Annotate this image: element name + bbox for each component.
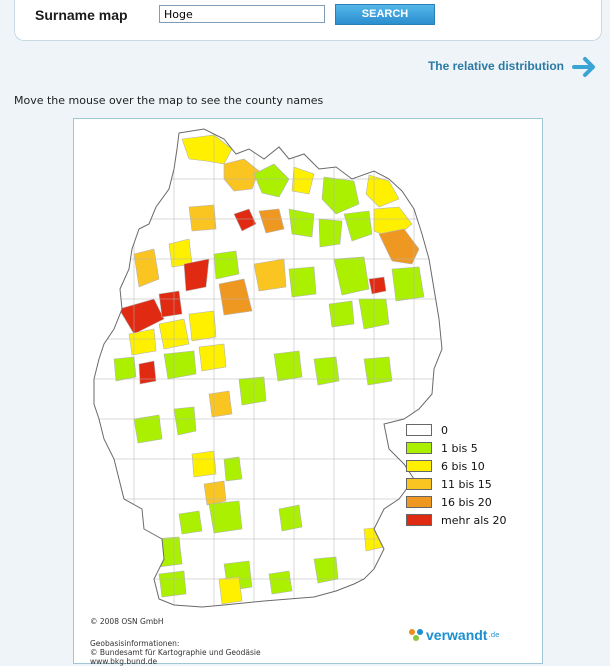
logo-text: verwandt <box>426 627 488 643</box>
county-region[interactable] <box>183 258 210 292</box>
credits-line: © Bundesamt für Kartographie und Geodäsi… <box>90 648 261 657</box>
legend-label: 6 bis 10 <box>441 459 485 473</box>
county-region[interactable] <box>328 300 355 328</box>
county-region[interactable] <box>258 208 285 234</box>
map-hint: Move the mouse over the map to see the c… <box>14 94 324 107</box>
county-region[interactable] <box>321 176 360 215</box>
county-region[interactable] <box>218 278 253 316</box>
county-region[interactable] <box>253 163 290 198</box>
credits-text: Geobasisinformationen: © Bundesamt für K… <box>90 639 261 666</box>
county-region[interactable] <box>188 310 217 342</box>
logo-tld: .de <box>488 631 500 639</box>
county-region[interactable] <box>118 298 165 335</box>
county-region[interactable] <box>363 356 393 386</box>
county-region[interactable] <box>291 166 315 195</box>
legend-label: 11 bis 15 <box>441 477 492 491</box>
county-region[interactable] <box>158 570 187 598</box>
county-region[interactable] <box>218 576 243 605</box>
county-region[interactable] <box>233 208 257 232</box>
map-legend: 0 1 bis 5 6 bis 10 11 bis 15 16 bis 20 m… <box>406 421 507 529</box>
county-region[interactable] <box>158 290 183 318</box>
legend-label: 16 bis 20 <box>441 495 492 509</box>
county-borders <box>94 129 442 607</box>
county-region[interactable] <box>133 248 160 288</box>
legend-swatch <box>406 496 432 508</box>
credits-line: Geobasisinformationen: <box>90 639 180 648</box>
county-region[interactable] <box>223 456 243 482</box>
legend-item: 16 bis 20 <box>406 493 507 511</box>
arrow-right-icon[interactable] <box>570 54 598 80</box>
county-region[interactable] <box>238 376 267 406</box>
legend-label: 1 bis 5 <box>441 441 478 455</box>
county-region[interactable] <box>343 210 373 242</box>
legend-label: 0 <box>441 423 448 437</box>
legend-item: 11 bis 15 <box>406 475 507 493</box>
county-region[interactable] <box>333 256 370 296</box>
legend-label: mehr als 20 <box>441 513 507 527</box>
county-region[interactable] <box>368 276 387 295</box>
county-region[interactable] <box>213 250 240 280</box>
county-region[interactable] <box>198 343 227 372</box>
county-region[interactable] <box>378 228 420 265</box>
county-region[interactable] <box>288 266 317 298</box>
county-region[interactable] <box>278 504 303 532</box>
county-region[interactable] <box>313 356 340 386</box>
county-region[interactable] <box>191 450 217 478</box>
copyright-text: © 2008 OSN GmbH <box>90 617 164 626</box>
county-region[interactable] <box>188 204 217 232</box>
county-region[interactable] <box>163 350 197 380</box>
legend-swatch <box>406 514 432 526</box>
legend-swatch <box>406 478 432 490</box>
legend-item: mehr als 20 <box>406 511 507 529</box>
credits-line: www.bkg.bund.de <box>90 657 158 666</box>
county-region[interactable] <box>208 500 243 534</box>
county-region[interactable] <box>178 510 203 535</box>
legend-item: 6 bis 10 <box>406 457 507 475</box>
legend-swatch <box>406 424 432 436</box>
surname-input[interactable] <box>159 5 325 23</box>
county-region[interactable] <box>173 406 197 436</box>
county-region[interactable] <box>253 258 287 292</box>
legend-item: 1 bis 5 <box>406 439 507 457</box>
county-region[interactable] <box>153 536 183 568</box>
legend-item: 0 <box>406 421 507 439</box>
county-region[interactable] <box>391 266 425 302</box>
county-region[interactable] <box>288 208 315 238</box>
county-region[interactable] <box>138 360 157 385</box>
relative-distribution-link[interactable]: The relative distribution <box>427 59 564 73</box>
county-region[interactable] <box>128 328 157 356</box>
legend-swatch <box>406 442 432 454</box>
search-button[interactable]: SEARCH <box>335 4 435 25</box>
county-region[interactable] <box>318 218 343 248</box>
map-frame: 0 1 bis 5 6 bis 10 11 bis 15 16 bis 20 m… <box>73 118 543 666</box>
search-panel: Surname map SEARCH <box>14 0 602 41</box>
verwandt-logo-icon <box>409 629 423 641</box>
verwandt-logo[interactable]: verwandt .de <box>408 627 499 643</box>
county-regions <box>113 134 425 605</box>
surname-map-label: Surname map <box>35 7 128 23</box>
county-region[interactable] <box>268 570 293 595</box>
county-region[interactable] <box>133 414 163 444</box>
county-region[interactable] <box>208 390 233 418</box>
county-region[interactable] <box>203 480 227 506</box>
germany-county-map[interactable] <box>74 119 542 663</box>
county-region[interactable] <box>113 356 137 382</box>
legend-swatch <box>406 460 432 472</box>
county-region[interactable] <box>273 350 303 382</box>
